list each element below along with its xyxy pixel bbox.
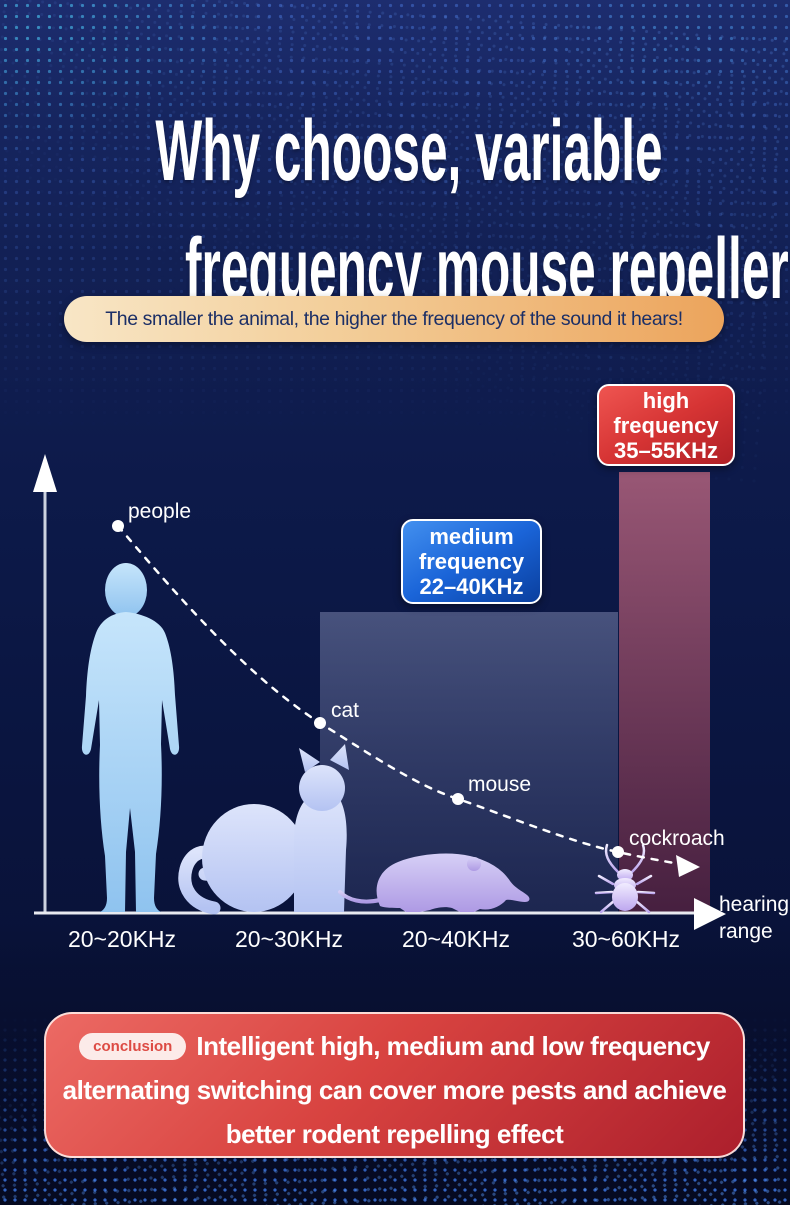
conclusion-card: conclusion Intelligent high, medium and l… — [44, 1012, 745, 1158]
curve-point-cockroach — [612, 846, 624, 858]
point-label-people: people — [128, 500, 192, 523]
callout-high-line1: high — [642, 387, 690, 413]
curve-arrow-icon — [676, 855, 700, 877]
up-arrow-icon — [33, 454, 57, 492]
curve-point-people — [112, 520, 124, 532]
cat-silhouette — [178, 744, 349, 915]
conclusion-badge: conclusion — [79, 1033, 187, 1060]
tick-label-cockroach: 30~60KHz — [571, 926, 681, 952]
callout-medium-line2: frequency — [418, 549, 525, 574]
callout-high-frequency: high frequency 35–55KHz — [597, 384, 735, 466]
x-axis-title-line1: hearing — [719, 893, 790, 916]
info-banner: The smaller the animal, the higher the f… — [64, 296, 724, 342]
page-title-line1: Why choose, variable — [155, 102, 663, 199]
info-banner-text: The smaller the animal, the higher the f… — [105, 307, 683, 330]
hearing-curve — [112, 520, 700, 877]
point-label-cockroach: cockroach — [629, 827, 725, 850]
callout-high-line2: frequency — [613, 412, 719, 438]
tick-label-mouse: 20~40KHz — [401, 926, 511, 952]
x-axis — [34, 898, 726, 930]
person-silhouette — [81, 563, 180, 912]
cockroach-silhouette — [594, 843, 656, 914]
x-axis-title: hearing range — [719, 891, 789, 945]
tick-label-cat: 20~30KHz — [234, 926, 344, 952]
frequency-band-high — [619, 472, 710, 913]
x-axis-title-line2: range — [719, 920, 773, 943]
page-title: Why choose, variable frequency mouse rep… — [0, 92, 790, 328]
callout-medium-line3: 22–40KHz — [419, 574, 524, 599]
callout-high-line3: 35–55KHz — [614, 437, 718, 463]
callout-medium-frequency: medium frequency 22–40KHz — [401, 519, 542, 604]
mouse-silhouette — [338, 853, 530, 912]
point-label-cat: cat — [331, 699, 360, 722]
callout-medium-line1: medium — [429, 524, 514, 549]
tick-label-people: 20~20KHz — [67, 926, 177, 952]
curve-point-cat — [314, 717, 326, 729]
curve-point-mouse — [452, 793, 464, 805]
right-arrow-icon — [694, 898, 726, 930]
y-axis — [33, 454, 57, 913]
point-label-mouse: mouse — [468, 773, 532, 796]
